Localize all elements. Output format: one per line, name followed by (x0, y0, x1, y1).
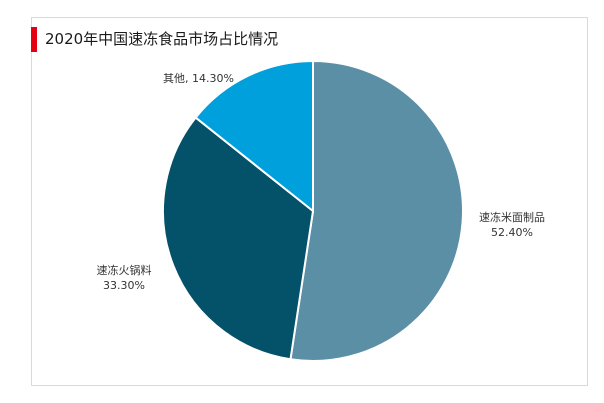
slice-value-1: 33.30% (103, 279, 145, 292)
pie-slice-2 (194, 59, 314, 214)
slice-label-1: 速冻火锅料 33.30% (86, 263, 162, 293)
title-accent-bar (31, 27, 37, 52)
slice-label-2: 其他, 14.30% (163, 72, 234, 85)
pie-slice-0 (289, 59, 464, 362)
slice-label-0: 速冻米面制品 52.40% (470, 210, 554, 240)
slice-value-2: 14.30% (192, 72, 234, 85)
pie-slice-1 (161, 116, 315, 361)
slice-value-0: 52.40% (491, 226, 533, 239)
slice-name-1: 速冻火锅料 (96, 264, 152, 277)
slice-name-2: 其他 (163, 72, 185, 85)
chart-title: 2020年中国速冻食品市场占比情况 (45, 30, 279, 48)
slice-name-0: 速冻米面制品 (479, 211, 545, 224)
